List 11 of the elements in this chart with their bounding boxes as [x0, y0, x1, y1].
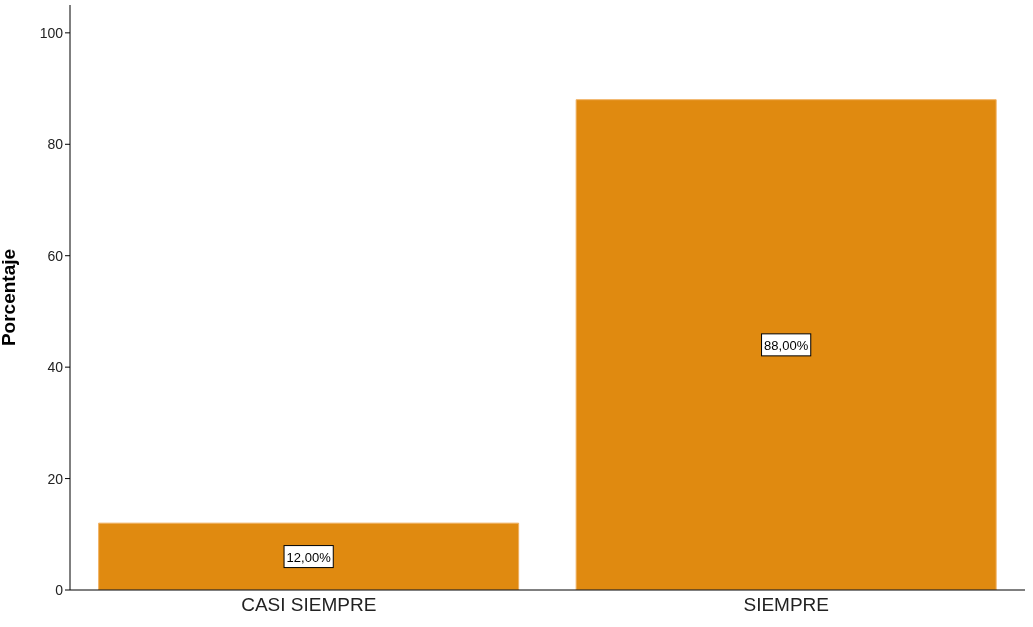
y-tick-label: 20 [47, 470, 64, 487]
y-tick-label: 60 [47, 247, 64, 264]
x-tick-label: SIEMPRE [743, 594, 830, 616]
y-tick-label: 0 [55, 581, 64, 598]
y-axis-title: Porcentaje [0, 248, 19, 347]
y-tick-label: 40 [47, 359, 64, 376]
data-label: 12,00% [286, 549, 332, 565]
y-tick-label: 100 [39, 24, 64, 41]
data-label: 88,00% [764, 337, 809, 353]
x-tick-label: CASI SIEMPRE [241, 594, 377, 616]
y-tick-label: 80 [47, 136, 64, 153]
